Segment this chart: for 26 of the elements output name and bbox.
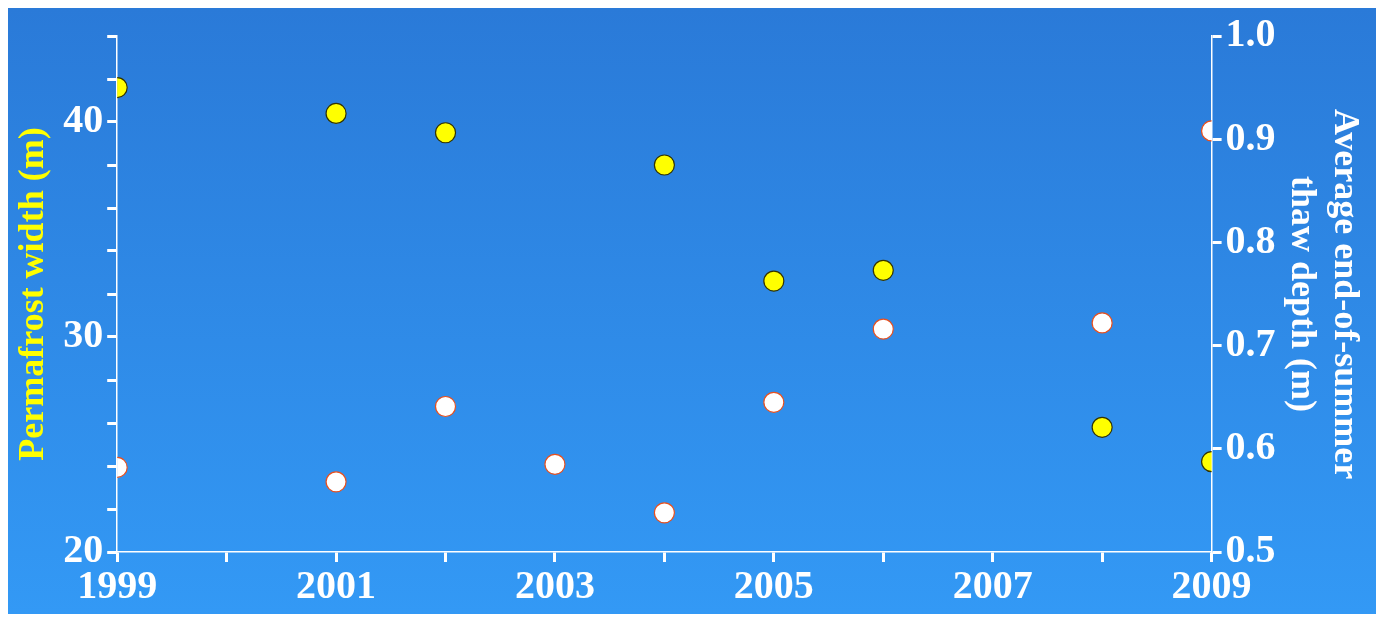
y-tick-label: 30 [63, 311, 104, 357]
y2-tick-label: 0.6 [1225, 423, 1276, 469]
point [872, 318, 894, 340]
point [434, 122, 457, 144]
point [544, 453, 566, 475]
x-tick-label: 2001 [296, 562, 377, 608]
point [763, 391, 785, 413]
point [1091, 312, 1113, 334]
y2-tick-label: 0.8 [1225, 216, 1276, 262]
point [434, 395, 457, 418]
point [872, 259, 894, 281]
point [763, 270, 785, 292]
y2-axis-title: Average end-of-summer thaw depth (m) [1283, 108, 1368, 480]
point [325, 102, 347, 124]
y-axis-title: Permafrost width (m) [10, 127, 51, 461]
x-tick-label: 2003 [514, 562, 595, 608]
y2-tick-label: 0.9 [1225, 113, 1276, 159]
y2-tick-label: 0.7 [1225, 319, 1276, 365]
point [653, 154, 675, 176]
y2-tick-label: 1.0 [1225, 10, 1276, 56]
point [653, 502, 675, 524]
point [1091, 416, 1113, 438]
point [325, 471, 347, 493]
x-tick-label: 2007 [952, 562, 1033, 608]
x-tick-label: 2005 [733, 562, 814, 608]
y-tick-label: 40 [63, 96, 104, 142]
